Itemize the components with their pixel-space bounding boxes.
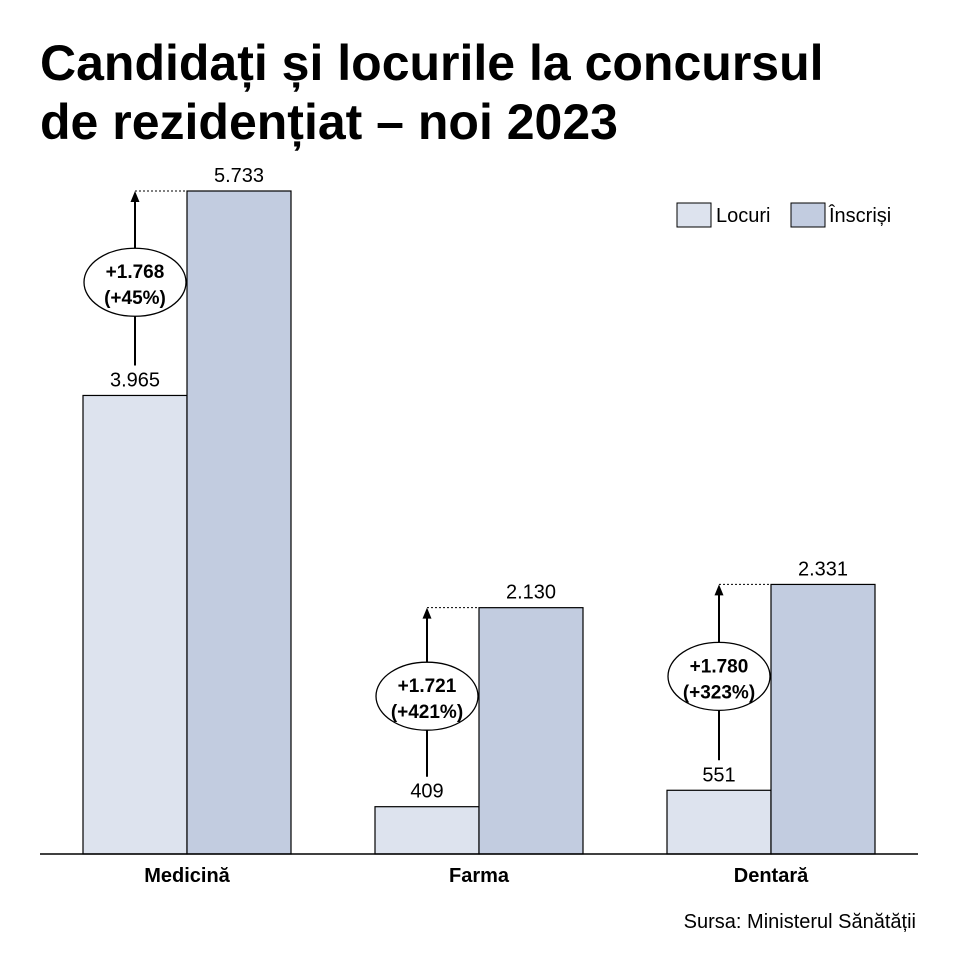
arrow-head-icon-farma (422, 607, 432, 619)
difference-percent-medicina: (+45%) (104, 288, 166, 309)
chart-title-line-1: Candidați și locurile la concursul (40, 35, 824, 91)
bar-medicina-locuri (82, 394, 188, 855)
value-label-farma-inscrisi: 2.130 (506, 582, 556, 604)
category-labels: Medicină Farma Dentară (144, 865, 809, 887)
bar-medicina-inscrisi (186, 190, 292, 855)
value-label-farma-locuri: 409 (410, 781, 443, 803)
category-label-medicina: Medicină (144, 865, 230, 887)
difference-value-dentara: +1.780 (690, 656, 749, 677)
value-label-dentara-locuri: 551 (702, 764, 735, 786)
difference-bubble-medicina (83, 247, 187, 317)
difference-value-farma: +1.721 (398, 676, 457, 697)
arrow-head-icon-medicina (130, 191, 140, 202)
arrow-head-icon-dentara (714, 584, 724, 596)
source-note: Sursa: Ministerul Sănătății (684, 911, 916, 933)
difference-value-medicina: +1.768 (106, 262, 165, 283)
bar-farma-inscrisi (478, 607, 584, 855)
value-label-medicina-inscrisi: 5.733 (214, 165, 264, 187)
value-label-dentara-inscrisi: 2.331 (798, 558, 848, 580)
legend: Locuri Înscriși (676, 202, 891, 228)
difference-bubble-farma (375, 661, 479, 731)
difference-percent-dentara: (+323%) (683, 682, 755, 703)
bar-farma-locuri (374, 806, 480, 855)
bar-dentara-inscrisi (770, 583, 876, 855)
difference-bubble-dentara (667, 641, 771, 712)
bar-dentara-locuri (666, 789, 772, 855)
bar-group (82, 190, 876, 855)
difference-percent-farma: (+421%) (391, 702, 463, 723)
value-label-medicina-locuri: 3.965 (110, 369, 160, 391)
legend-label-inscrisi: Înscriși (828, 204, 891, 227)
chart-title-line-2: de rezidențiat – noi 2023 (40, 94, 618, 150)
legend-swatch-inscrisi (790, 202, 826, 228)
legend-swatch-locuri (676, 202, 712, 228)
value-labels: 3.965 5.733 409 2.130 551 2.331 (110, 165, 848, 803)
category-label-farma: Farma (449, 865, 510, 887)
difference-annotations: +1.768 (+45%) +1.721 (+421%) +1.780 (+323%) (83, 190, 771, 777)
legend-label-locuri: Locuri (716, 205, 770, 227)
category-label-dentara: Dentară (734, 865, 809, 887)
